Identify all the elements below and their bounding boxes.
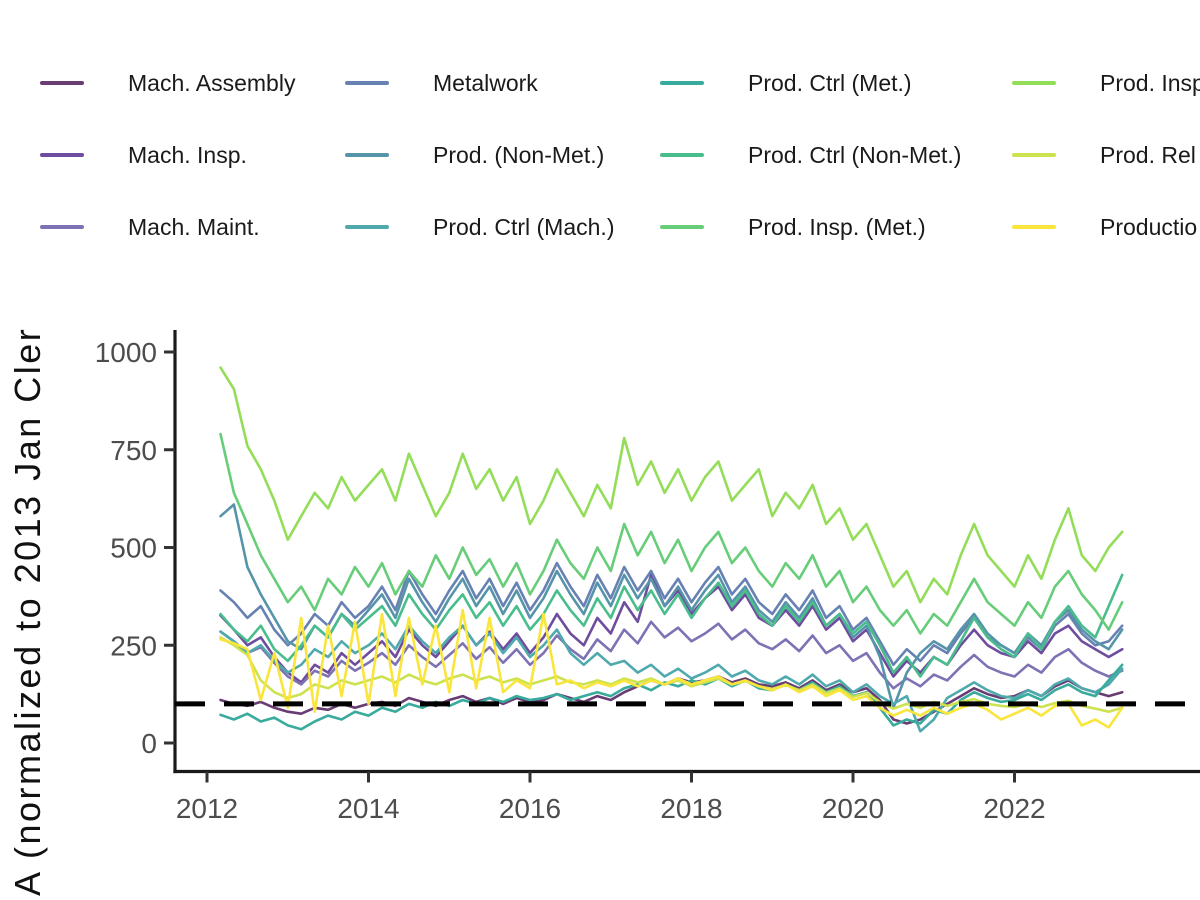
legend-label: Mach. Insp. <box>128 141 247 168</box>
legend-item-prod-non-met: Prod. (Non-Met.) <box>345 139 604 171</box>
legend-color-swatch <box>40 152 84 158</box>
legend-color-swatch <box>40 224 84 230</box>
legend-color-swatch <box>660 152 704 158</box>
legend-label: Metalwork <box>433 69 538 96</box>
series-line-prod-insp <box>219 366 1124 604</box>
x-tick-label: 2016 <box>499 793 561 824</box>
legend-color-swatch <box>40 80 84 86</box>
x-tick-label: 2020 <box>822 793 884 824</box>
legend-item-mach-insp: Mach. Insp. <box>40 139 247 171</box>
series-line-productio <box>219 608 1124 729</box>
y-axis-title: A (normalized to 2013 Jan Cler <box>7 327 48 896</box>
legend-label: Productio <box>1100 213 1198 240</box>
legend-item-prod-ctrl-met: Prod. Ctrl (Met.) <box>660 67 912 99</box>
series-line-prod-rel <box>219 636 1124 713</box>
legend-color-swatch <box>345 224 389 230</box>
legend-color-swatch <box>1012 80 1056 86</box>
legend-color-swatch <box>345 80 389 86</box>
y-tick-label: 500 <box>110 533 157 564</box>
legend-label: Prod. Ctrl (Non-Met.) <box>748 141 962 168</box>
series-line-prod-insp-met <box>219 432 1124 635</box>
legend-item-prod-ctrl-non-met: Prod. Ctrl (Non-Met.) <box>660 139 961 171</box>
x-tick-label: 2018 <box>660 793 722 824</box>
chart-legend: Mach. Assembly Mach. Insp. Mach. Maint. Met… <box>0 0 1200 270</box>
series-line-prod-ctrl-met <box>219 663 1124 731</box>
x-tick-label: 2012 <box>176 793 238 824</box>
legend-item-prod-insp-met: Prod. Insp. (Met.) <box>660 211 926 243</box>
legend-label: Prod. Insp <box>1100 69 1200 96</box>
legend-color-swatch <box>345 152 389 158</box>
series-line-prod-ctrl-non-met <box>219 573 1124 678</box>
legend-item-metalwork: Metalwork <box>345 67 538 99</box>
legend-label: Prod. Rel <box>1100 141 1196 168</box>
legend-label: Prod. (Non-Met.) <box>433 141 605 168</box>
y-tick-label: 0 <box>141 728 157 759</box>
legend-color-swatch <box>660 224 704 230</box>
x-tick-label: 2022 <box>983 793 1045 824</box>
series-line-prod-ctrl-mach <box>219 624 1124 733</box>
y-tick-label: 750 <box>110 435 157 466</box>
legend-item-prod-ctrl-mach: Prod. Ctrl (Mach.) <box>345 211 614 243</box>
legend-label: Prod. Ctrl (Met.) <box>748 69 912 96</box>
legend-label: Prod. Insp. (Met.) <box>748 213 926 240</box>
series-line-mach-maint <box>219 620 1124 690</box>
series-line-metalwork <box>219 561 1124 667</box>
legend-color-swatch <box>1012 224 1056 230</box>
legend-color-swatch <box>1012 152 1056 158</box>
y-tick-label: 250 <box>110 630 157 661</box>
series-line-prod-non-met <box>219 503 1124 710</box>
legend-label: Mach. Maint. <box>128 213 260 240</box>
legend-item-mach-assembly: Mach. Assembly <box>40 67 295 99</box>
legend-label: Mach. Assembly <box>128 69 296 96</box>
x-tick-label: 2014 <box>337 793 399 824</box>
legend-item-mach-maint: Mach. Maint. <box>40 211 260 243</box>
legend-item-prod-rel: Prod. Rel <box>1012 139 1196 171</box>
legend-item-prod-insp: Prod. Insp <box>1012 67 1200 99</box>
legend-color-swatch <box>660 80 704 86</box>
legend-label: Prod. Ctrl (Mach.) <box>433 213 615 240</box>
y-tick-label: 1000 <box>95 337 157 368</box>
legend-item-productio: Productio <box>1012 211 1197 243</box>
